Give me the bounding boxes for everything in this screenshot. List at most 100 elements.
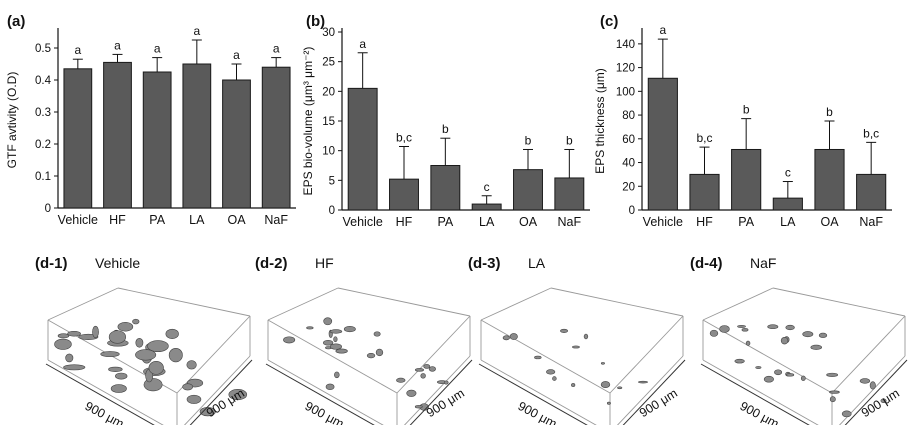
biofilm-blob	[859, 378, 871, 384]
box-edge	[267, 359, 384, 425]
box-edge	[480, 359, 597, 425]
image-panel-2: (d-3) LA 900 μm 900 μm	[468, 255, 686, 425]
image-panel-1: (d-2) HF 900 μm 900 μm	[255, 255, 473, 425]
y-tick-label: 30	[322, 27, 335, 39]
significance-label: a	[233, 48, 240, 62]
y-tick-label: 120	[616, 63, 635, 75]
x-tick-label: OA	[227, 213, 246, 227]
biofilm-blob	[755, 366, 762, 369]
dim-label-y: 900 μm	[424, 386, 467, 420]
biofilm-blob	[108, 366, 123, 372]
biofilm-blob	[428, 366, 436, 372]
biofilm-blob	[65, 353, 74, 363]
biofilm-blob	[148, 361, 164, 375]
x-tick-label: OA	[519, 215, 538, 229]
significance-label: b	[442, 122, 449, 136]
biofilm-blob	[334, 371, 340, 379]
biofilm-blob	[117, 321, 134, 332]
biofilm-blob	[560, 328, 568, 333]
biofilm-blob	[745, 340, 751, 346]
biofilm-blob	[414, 405, 423, 409]
biofilm-blob	[375, 348, 384, 357]
box-edge	[480, 319, 611, 394]
biofilm-blob	[335, 348, 348, 354]
biofilm-blob	[719, 325, 730, 333]
dim-arrow-y	[844, 359, 908, 425]
panel-label: (a)	[7, 13, 25, 30]
biofilm-blob	[800, 375, 806, 381]
dim-label-x: 900 μm	[516, 399, 560, 425]
biofilm-blob	[763, 375, 774, 383]
biofilm-blob	[132, 318, 140, 325]
bar	[182, 63, 212, 209]
confocal-images: (d-1) Vehicle 900 μm 900 μm (d-2) HF 900 μm 900…	[35, 255, 908, 425]
box-edge	[609, 315, 684, 394]
dim-label-x: 900 μm	[83, 399, 127, 425]
y-tick-label: 0.3	[35, 107, 51, 119]
x-tick-label: NaF	[558, 215, 582, 229]
biofilm-blob	[571, 383, 576, 387]
biofilm-blob	[54, 338, 72, 350]
bar	[471, 203, 502, 211]
biofilm-blob	[366, 352, 376, 359]
x-tick-label: LA	[479, 215, 495, 229]
biofilm-blob	[552, 376, 557, 381]
significance-label: a	[359, 37, 366, 51]
box-edge	[403, 355, 471, 425]
y-axis-label: EPS bio-volume (μm³ μm⁻²)	[301, 47, 315, 196]
x-tick-label: PA	[738, 215, 754, 229]
bar	[513, 169, 543, 211]
biofilm-blob	[322, 339, 334, 346]
biofilm-blob	[606, 401, 611, 405]
box-edge	[267, 287, 339, 321]
biofilm-blob	[67, 330, 81, 337]
dim-arrow-y	[622, 359, 686, 425]
box-edge	[183, 355, 251, 425]
bar	[856, 173, 887, 211]
dim-label-y: 900 μm	[204, 386, 247, 420]
image-panel-3: (d-4) NaF 900 μm 900 μm	[690, 255, 908, 425]
bar	[103, 61, 132, 209]
box-edge	[616, 355, 684, 425]
biofilm-blob	[186, 360, 197, 370]
biofilm-blob	[767, 324, 779, 330]
bar	[689, 173, 720, 211]
y-tick-label: 0.2	[35, 139, 51, 151]
bar	[347, 87, 378, 211]
y-tick-label: 20	[622, 181, 635, 193]
bar	[142, 71, 172, 209]
biofilm-blob	[110, 384, 127, 393]
biofilm-blob	[737, 324, 746, 328]
bar	[647, 77, 678, 211]
y-tick-label: 80	[622, 110, 635, 122]
x-tick-label: HF	[109, 213, 126, 227]
biofilm-blob	[869, 381, 876, 390]
significance-label: a	[114, 38, 121, 52]
biofilm-blob	[734, 358, 745, 364]
box-edge	[702, 359, 819, 425]
dim-label-x: 900 μm	[303, 399, 347, 425]
image-panel-label: (d-2)	[255, 255, 288, 272]
biofilm-blob	[443, 380, 449, 385]
bar	[389, 178, 419, 211]
biofilm-blob	[826, 372, 839, 377]
box-edge	[47, 287, 119, 321]
biofilm-blob	[414, 368, 425, 372]
bar	[222, 79, 251, 209]
significance-label: b	[826, 105, 833, 119]
biofilm-blob	[329, 329, 343, 334]
biofilm-blob	[617, 386, 623, 390]
x-tick-label: OA	[820, 215, 839, 229]
biofilm-blob	[343, 326, 356, 333]
box-edge	[396, 315, 471, 394]
biofilm-blob	[57, 333, 70, 339]
biofilm-blob	[829, 390, 840, 394]
box-edge	[831, 315, 906, 394]
box-edge	[550, 287, 684, 317]
panel-label: (c)	[600, 13, 618, 30]
biofilm-blob	[168, 347, 183, 363]
biofilm-blob	[108, 330, 127, 344]
y-tick-label: 0.5	[35, 43, 51, 55]
box-edge	[117, 287, 251, 317]
